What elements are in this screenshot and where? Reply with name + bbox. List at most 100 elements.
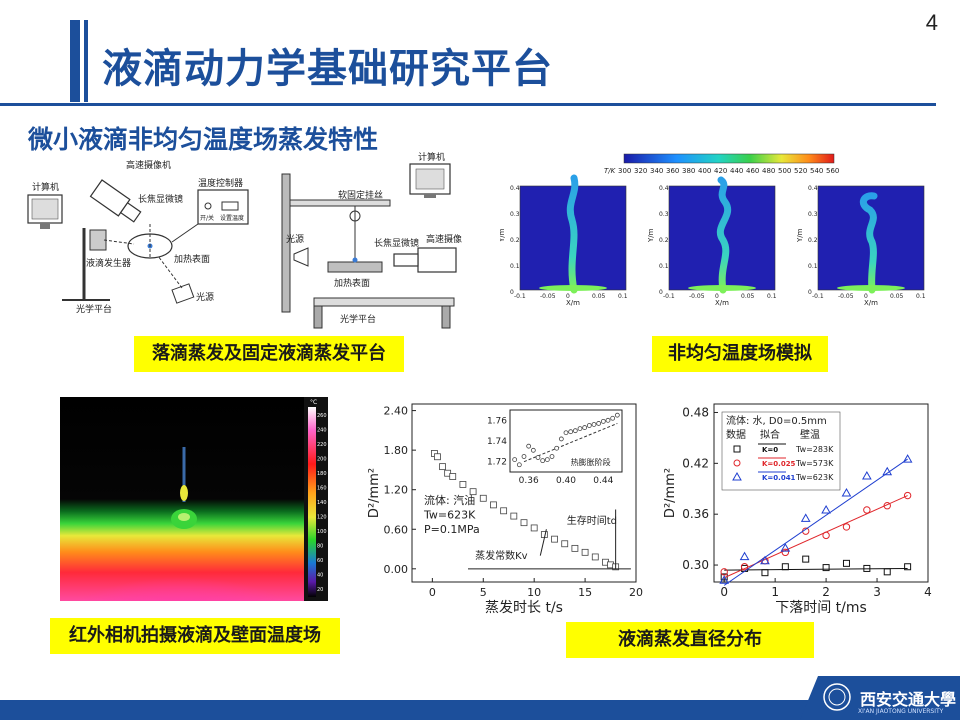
label-tele-lens-2: 长焦显微镜 bbox=[374, 237, 419, 249]
fit-line bbox=[724, 567, 908, 571]
infrared-scale-tick: 220 bbox=[317, 442, 327, 448]
infrared-scale-tick: 100 bbox=[317, 529, 327, 535]
inset-point bbox=[516, 462, 522, 468]
simulation-y-tick: 0.2 bbox=[510, 237, 520, 244]
simulation-y-tick: 0.2 bbox=[808, 237, 818, 244]
infrared-image: °C 260 240 220 200 180 160 140 120 100 80 60 40 20 bbox=[60, 397, 328, 661]
label-heating-surface-2: 加热表面 bbox=[334, 277, 370, 289]
simulation-y-tick: 0 bbox=[659, 289, 663, 296]
x-tick-label: 2 bbox=[822, 585, 830, 599]
caption-infrared: 红外相机拍摄液滴及壁面温度场 bbox=[50, 618, 340, 654]
simulation-x-tick: -0.05 bbox=[689, 293, 705, 300]
colorbar-tick: 460 bbox=[746, 167, 759, 175]
inset-y-tick: 1.72 bbox=[487, 458, 507, 468]
inset-trend-line bbox=[523, 422, 618, 463]
data-point bbox=[551, 535, 558, 543]
section-subtitle: 微小液滴非均匀温度场蒸发特性 bbox=[28, 125, 379, 154]
y-axis-label: D²/mm² bbox=[663, 468, 678, 518]
infrared-scale-tick: 20 bbox=[317, 587, 323, 593]
inset-point bbox=[544, 457, 550, 462]
data-point bbox=[500, 507, 508, 515]
university-name: 西安交通大學 bbox=[860, 690, 957, 709]
inset-point bbox=[577, 426, 583, 431]
data-point bbox=[841, 487, 852, 497]
inset-point bbox=[600, 418, 606, 424]
data-point bbox=[821, 504, 831, 514]
annotation-pressure: P=0.1MPa bbox=[424, 523, 480, 536]
inset-y-tick: 1.76 bbox=[487, 416, 507, 426]
legend-fit-label: K=0.041 bbox=[762, 474, 796, 482]
x-tick-label: 15 bbox=[578, 586, 592, 599]
data-point bbox=[581, 548, 589, 556]
rate-marker bbox=[539, 529, 547, 556]
simulation-plots: 0.40.30.20.10-0.1 -0.05 0 0.05 0.1X/mY/m0.40… bbox=[498, 174, 926, 307]
inset-point bbox=[610, 415, 616, 421]
simulation-plot: 0.40.30.20.10-0.1 -0.05 0 0.05 0.1X/mY/m bbox=[498, 174, 628, 307]
simulation-y-tick: 0 bbox=[808, 289, 812, 296]
inset-point bbox=[568, 429, 574, 435]
x-tick-label: 5 bbox=[480, 586, 487, 599]
data-point bbox=[863, 564, 871, 572]
infrared-scale-tick: 160 bbox=[317, 486, 327, 492]
simulation-hot-layer bbox=[539, 285, 607, 291]
infrared-scale-tick: 140 bbox=[317, 500, 327, 506]
data-point bbox=[720, 568, 728, 576]
legend-series-name: Tw=623K bbox=[795, 473, 834, 482]
caption-diameter: 液滴蒸发直径分布 bbox=[566, 622, 814, 658]
infrared-scale-tick: 180 bbox=[317, 471, 327, 477]
simulation-x-tick: 0 bbox=[715, 293, 719, 300]
legend-series-name: Tw=573K bbox=[795, 459, 834, 468]
annotation-rate: 蒸发常数Kv bbox=[475, 549, 528, 562]
data-point bbox=[479, 494, 487, 502]
inset-point bbox=[614, 412, 620, 418]
colorbar-tick: 400 bbox=[698, 167, 711, 175]
inset-point bbox=[540, 458, 546, 464]
simulation-hot-layer bbox=[837, 285, 905, 291]
legend-marker bbox=[732, 471, 742, 481]
colorbar-label: T/K bbox=[604, 167, 617, 175]
simulation-y-tick: 0.4 bbox=[510, 185, 520, 192]
data-point bbox=[761, 569, 769, 577]
label-optical-table-2: 光学平台 bbox=[340, 313, 376, 325]
legend-title: 流体: 水, D0=0.5mm bbox=[726, 414, 827, 427]
label-computer-1: 计算机 bbox=[32, 181, 59, 193]
simulation-y-tick: 0.1 bbox=[808, 263, 818, 270]
inset-x-tick: 0.40 bbox=[556, 476, 576, 486]
label-computer-2: 计算机 bbox=[418, 151, 445, 163]
simulation-xlabel: X/m bbox=[566, 299, 580, 307]
data-point bbox=[571, 544, 579, 552]
y-tick-label: 0.00 bbox=[384, 563, 409, 576]
legend-header: 壁温 bbox=[800, 428, 820, 441]
simulation-x-tick: -0.1 bbox=[812, 293, 824, 300]
infrared-scale-tick: 60 bbox=[317, 558, 323, 564]
label-light-2: 光源 bbox=[286, 233, 304, 245]
y-tick-label: 0.42 bbox=[682, 456, 709, 470]
caption-setup: 落滴蒸发及固定液滴蒸发平台 bbox=[134, 336, 404, 372]
data-point bbox=[822, 531, 830, 540]
simulation-x-tick: 0.05 bbox=[890, 293, 904, 300]
label-temp-controller: 温度控制器 bbox=[198, 177, 243, 189]
inset-point bbox=[582, 425, 588, 430]
colorbar-tick: 520 bbox=[794, 167, 807, 175]
simulation-x-tick: -0.05 bbox=[540, 293, 556, 300]
data-point bbox=[861, 471, 872, 480]
inset-point bbox=[530, 447, 536, 453]
simulation-ylabel: Y/m bbox=[796, 228, 804, 243]
inset-point bbox=[591, 422, 597, 427]
x-tick-label: 0 bbox=[720, 585, 728, 599]
colorbar-tick: 420 bbox=[714, 167, 727, 175]
data-point bbox=[510, 512, 518, 520]
legend-marker bbox=[733, 459, 741, 467]
infrared-scale-tick: 260 bbox=[317, 413, 327, 419]
colorbar-tick: 380 bbox=[682, 167, 695, 175]
inset-x-tick: 0.44 bbox=[593, 476, 613, 486]
infrared-scale-tick: 240 bbox=[317, 428, 327, 434]
simulation-y-tick: 0.4 bbox=[659, 185, 669, 192]
simulation-y-tick: 0.4 bbox=[808, 185, 818, 192]
simulation-colorbar-ticks: T/K 300 320 340 360 380 400 420 440 460 480 500 520 5… bbox=[604, 167, 839, 175]
simulation-y-tick: 0.1 bbox=[510, 263, 520, 270]
simulation-plume bbox=[859, 192, 878, 294]
data-point bbox=[863, 506, 871, 514]
y-tick-label: 0.36 bbox=[682, 507, 709, 521]
simulation-plot: 0.40.30.20.10-0.1 -0.05 0 0.05 0.1X/mY/m bbox=[647, 176, 777, 307]
